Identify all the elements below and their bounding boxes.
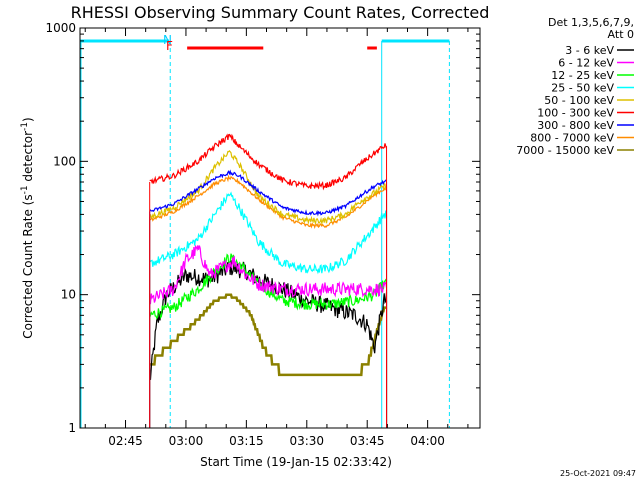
- x-tick-label: 04:00: [410, 434, 445, 448]
- legend-label: 800 - 7000 keV: [530, 132, 614, 145]
- observing-spans: [80, 39, 450, 428]
- series-line-blue: [149, 169, 387, 217]
- legend-label: 300 - 800 keV: [537, 119, 614, 132]
- y-tick-label: 100: [53, 154, 76, 168]
- legend-label: 50 - 100 keV: [544, 94, 614, 107]
- series-line-red: [149, 133, 388, 191]
- attenuator-label: Att 0: [608, 28, 634, 41]
- series-line-low: [149, 260, 388, 381]
- series-line-yel: [149, 150, 387, 226]
- x-axis-label: Start Time (19-Jan-15 02:33:42): [200, 455, 392, 469]
- legend-label: 25 - 50 keV: [551, 82, 614, 95]
- detectors-label: Det 1,3,5,6,7,9,: [548, 16, 634, 29]
- n-flag-label: N: [163, 33, 172, 47]
- legend-label: 6 - 12 keV: [558, 57, 614, 70]
- legend-label: 100 - 300 keV: [537, 107, 614, 120]
- x-tick-label: 03:30: [289, 434, 324, 448]
- y-tick-label: 1: [68, 421, 76, 435]
- x-tick-label: 03:00: [169, 434, 204, 448]
- legend-label: 3 - 6 keV: [565, 44, 614, 57]
- legend-label: 12 - 25 keV: [551, 69, 614, 82]
- x-tick-label: 02:45: [108, 434, 143, 448]
- series-group: [149, 133, 388, 428]
- y-tick-label: 10: [61, 288, 76, 302]
- x-tick-label: 03:15: [229, 434, 264, 448]
- x-axis-ticks: 02:45 03:00 03:15 03:30 03:45 04:00: [84, 28, 469, 448]
- chart-title: RHESSI Observing Summary Count Rates, Co…: [71, 3, 490, 22]
- plot-frame: [79, 27, 481, 429]
- y-axis-label: Corrected Count Rate (s-1 detector-1): [20, 117, 35, 338]
- legend-label: 7000 - 15000 keV: [516, 144, 614, 157]
- series-line-mag: [149, 244, 388, 305]
- series-line-olive: [149, 293, 387, 377]
- y-tick-label: 1000: [45, 21, 76, 35]
- f-flag-label: F: [166, 39, 173, 53]
- series-line-cyan: [149, 191, 388, 275]
- footer-date: 25-Oct-2021 09:47: [560, 469, 636, 478]
- x-tick-label: 03:45: [350, 434, 385, 448]
- y-axis-ticks: 1 10 100 1000: [45, 21, 480, 435]
